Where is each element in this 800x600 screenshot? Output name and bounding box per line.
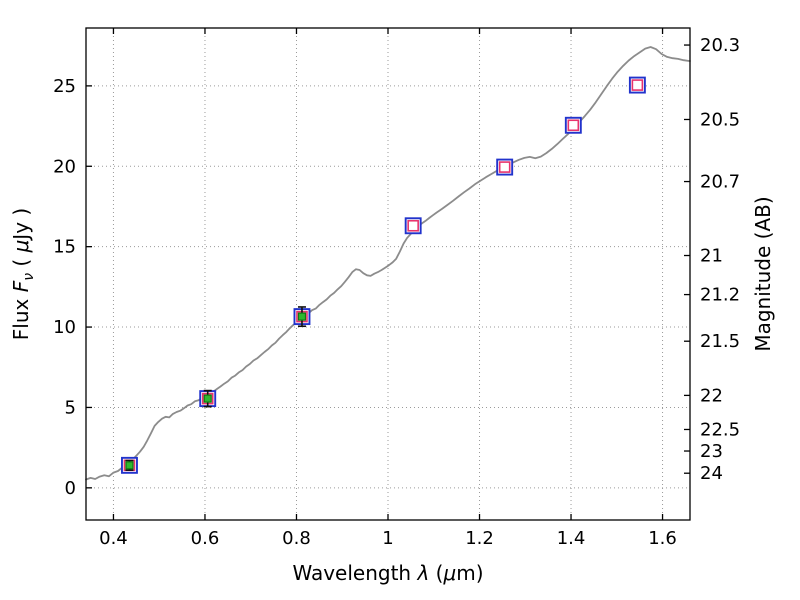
y-tick-label-left: 5	[65, 397, 76, 418]
observed-square-marker	[297, 312, 307, 321]
y-tick-label-left: 25	[53, 76, 76, 97]
model-square-marker	[567, 119, 580, 132]
outer-square-marker	[564, 116, 582, 134]
grid-layer	[86, 28, 690, 520]
ticks-layer: 0.4 0.6 0.8 1 1.2 1.4 1.6 0 5 10 15 20 25 20.3 20.5 20.…	[53, 28, 740, 549]
x-tick-label: 0.4	[99, 528, 128, 549]
y-axis-label: Flux Fν ( μJy )	[9, 208, 37, 340]
y-axis-label-right: Magnitude (AB)	[751, 196, 775, 351]
y-tick-label-left: 20	[53, 156, 76, 177]
y-tick-label-right: 21.2	[700, 285, 740, 306]
plot-background	[86, 28, 690, 520]
y-tick-label-right: 21	[700, 246, 723, 267]
y-tick-label-left: 0	[65, 478, 76, 499]
x-tick-label: 1.2	[465, 528, 494, 549]
x-tick-label: 0.8	[282, 528, 311, 549]
y-tick-label-right: 20.3	[700, 35, 740, 56]
photometry-point-observed	[199, 389, 217, 408]
photometry-point-observed	[293, 306, 311, 328]
outer-square-marker	[496, 158, 514, 176]
y-tick-label-left: 10	[53, 317, 76, 338]
observed-square-marker	[203, 394, 212, 403]
y-tick-label-left: 15	[53, 237, 76, 258]
x-tick-label: 0.6	[191, 528, 220, 549]
outer-square-marker	[628, 76, 646, 94]
x-tick-label: 1	[382, 528, 393, 549]
photometry-layer	[121, 76, 646, 474]
model-square-marker	[631, 79, 644, 91]
y-tick-label-right: 23	[700, 441, 723, 462]
y-tick-label-right: 22.5	[700, 419, 740, 440]
x-tick-label: 1.6	[648, 528, 677, 549]
x-tick-label: 1.4	[557, 528, 586, 549]
photometry-point-model	[564, 116, 582, 134]
y-tick-label-right: 22	[700, 385, 723, 406]
y-tick-label-right: 21.5	[700, 331, 740, 352]
observed-square-marker	[125, 461, 134, 470]
y-tick-label-right: 20.7	[700, 172, 740, 193]
photometry-point-model	[628, 76, 646, 94]
model-square-marker	[407, 219, 419, 232]
x-axis-label: Wavelength λ (μm)	[292, 561, 483, 585]
photometry-point-model	[404, 217, 422, 235]
outer-square-marker	[404, 217, 422, 235]
y-tick-label-right: 20.5	[700, 109, 740, 130]
y-tick-label-right: 24	[700, 463, 723, 484]
model-spectrum-line	[85, 46, 691, 481]
photometry-point-observed	[121, 456, 138, 474]
model-square-marker	[498, 161, 511, 173]
photometry-point-model	[496, 158, 514, 176]
